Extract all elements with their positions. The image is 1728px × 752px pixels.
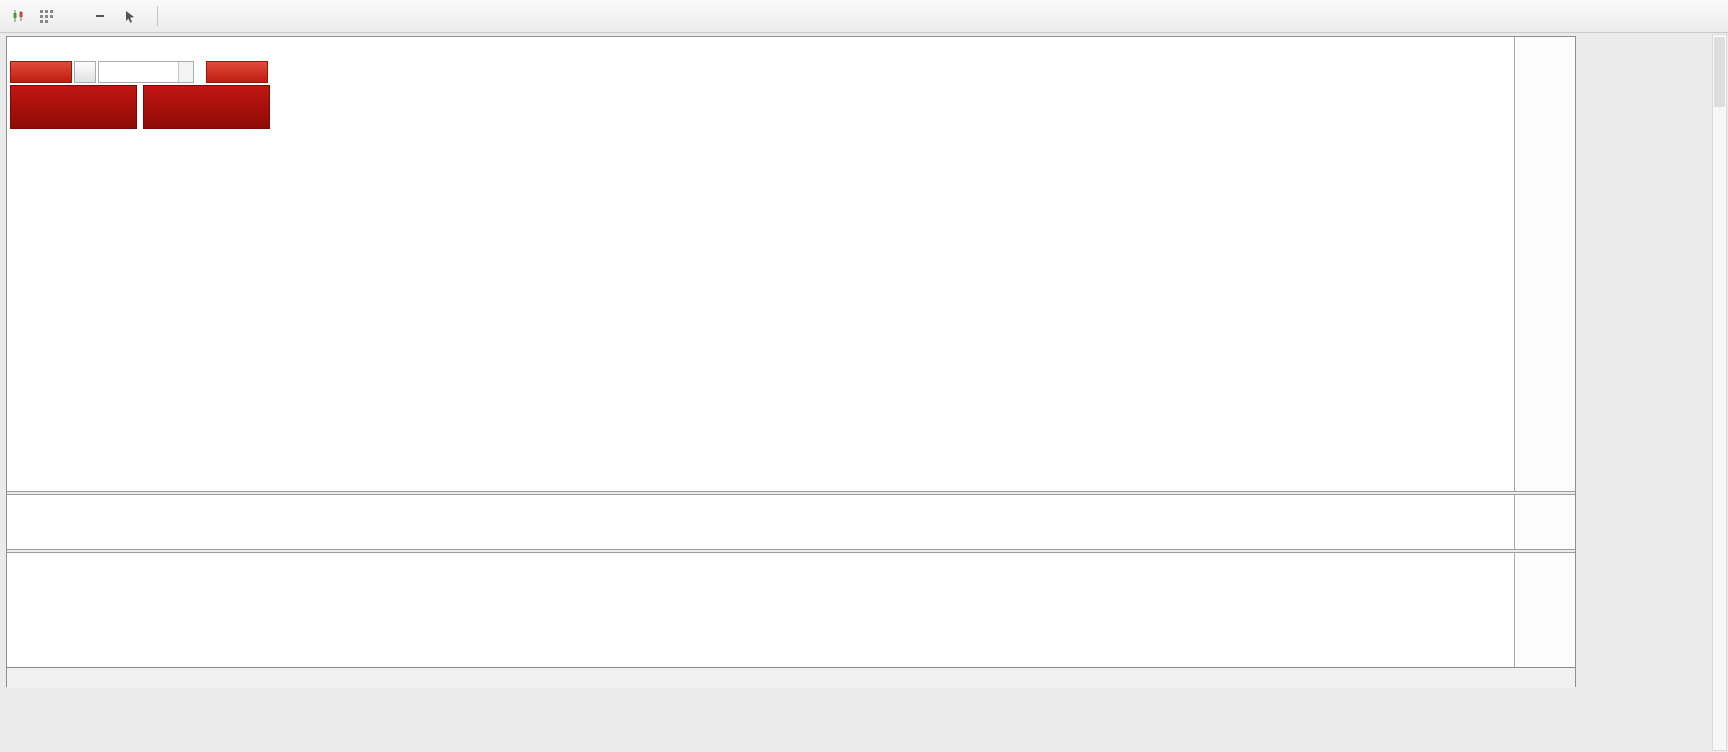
toolbar-separator [157,6,158,26]
trade-price-row [10,85,270,129]
volume-input[interactable] [99,62,193,82]
top-toolbar [0,0,1728,33]
sell-button[interactable] [10,61,72,83]
workspace-scrollbar[interactable] [1712,34,1727,751]
chart-window [6,36,1576,688]
panel-splitter[interactable] [7,549,1575,553]
cursor-icon [126,10,134,23]
trade-controls-row [10,61,270,83]
candlestick-chart-icon [13,10,23,22]
cursor-tool-button[interactable] [114,4,148,28]
grid-icon [40,10,53,23]
price-axis[interactable] [1514,37,1575,688]
rsi-panel[interactable] [7,553,1514,667]
time-axis[interactable] [7,667,1575,688]
indicator-list-button[interactable] [33,4,59,28]
volume-decrease-button[interactable] [179,72,193,82]
indicator-insert-button[interactable] [6,4,32,28]
text-tool-button[interactable] [60,4,86,28]
macd-panel[interactable] [7,495,1514,549]
volume-increase-button[interactable] [179,62,193,72]
volume-spinner [178,62,193,82]
scrollbar-thumb[interactable] [1714,37,1725,107]
sell-price-display[interactable] [10,85,137,129]
volume-field [98,61,194,83]
one-click-trade-panel [10,61,270,129]
textbox-icon [96,15,104,17]
textbox-tool-button[interactable] [87,4,113,28]
buy-price-display[interactable] [143,85,270,129]
buy-button[interactable] [206,61,268,83]
panel-splitter[interactable] [7,491,1575,495]
volume-dropdown-button[interactable] [74,61,96,83]
